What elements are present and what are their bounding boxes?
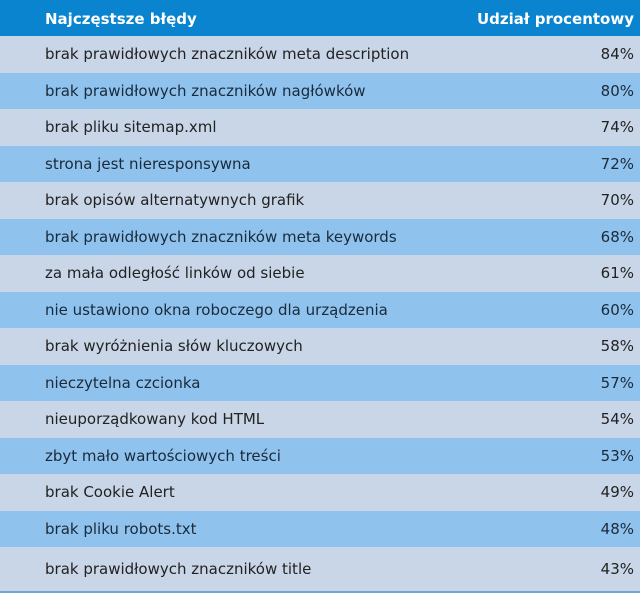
error-percentage: 74%	[600, 118, 634, 137]
error-percentage: 53%	[600, 446, 634, 465]
table-row: brak pliku robots.txt 48%	[0, 510, 640, 547]
error-percentage: 60%	[600, 300, 634, 319]
table-row: nie ustawiono okna roboczego dla urządze…	[0, 291, 640, 328]
error-label: za mała odległość linków od siebie	[45, 264, 305, 283]
error-percentage: 84%	[600, 45, 634, 64]
table-row: nieuporządkowany kod HTML 54%	[0, 401, 640, 438]
error-label: brak prawidłowych znaczników title	[45, 560, 312, 578]
error-percentage: 57%	[600, 373, 634, 392]
header-errors: Najczęstsze błędy	[45, 9, 197, 28]
error-percentage: 61%	[600, 264, 634, 283]
table-row: brak prawidłowych znaczników nagłówków 8…	[0, 72, 640, 109]
error-percentage: 54%	[600, 410, 634, 429]
table-row: zbyt mało wartościowych treści 53%	[0, 437, 640, 474]
error-percentage: 49%	[600, 483, 634, 502]
error-percentage: 80%	[600, 81, 634, 100]
error-label: brak prawidłowych znaczników meta descri…	[45, 45, 410, 64]
table-header: Najczęstsze błędy Udział procentowy	[0, 0, 640, 36]
error-percentage: 68%	[600, 227, 634, 246]
error-label: brak pliku robots.txt	[45, 519, 197, 538]
error-label: brak prawidłowych znaczników meta keywor…	[45, 227, 397, 246]
error-label: zbyt mało wartościowych treści	[45, 446, 281, 465]
table-row: brak prawidłowych znaczników meta descri…	[0, 36, 640, 73]
error-label: brak pliku sitemap.xml	[45, 118, 217, 137]
header-percentage: Udział procentowy	[477, 9, 634, 28]
table-row: brak opisów alternatywnych grafik 70%	[0, 182, 640, 219]
table-row: brak prawidłowych znaczników meta keywor…	[0, 218, 640, 255]
table-row: brak wyróżnienia słów kluczowych 58%	[0, 328, 640, 365]
error-percentage: 72%	[600, 154, 634, 173]
error-label: brak prawidłowych znaczników nagłówków	[45, 81, 366, 100]
table-row: za mała odległość linków od siebie 61%	[0, 255, 640, 292]
error-percentage: 70%	[600, 191, 634, 210]
table-row: brak pliku sitemap.xml 74%	[0, 109, 640, 146]
table-row: nieczytelna czcionka 57%	[0, 364, 640, 401]
error-label: strona jest nieresponsywna	[45, 154, 251, 173]
error-percentage: 48%	[600, 519, 634, 538]
error-percentage: 58%	[600, 337, 634, 356]
table-row: brak prawidłowych znaczników title 43%	[0, 547, 640, 591]
error-label: nieczytelna czcionka	[45, 373, 201, 392]
error-label: brak wyróżnienia słów kluczowych	[45, 337, 303, 356]
error-label: nie ustawiono okna roboczego dla urządze…	[45, 300, 388, 319]
table-row: brak Cookie Alert 49%	[0, 474, 640, 511]
error-label: nieuporządkowany kod HTML	[45, 410, 265, 429]
error-label: brak opisów alternatywnych grafik	[45, 191, 305, 210]
error-label: brak Cookie Alert	[45, 483, 175, 502]
table-row: strona jest nieresponsywna 72%	[0, 145, 640, 182]
error-percentage: 43%	[600, 560, 634, 578]
